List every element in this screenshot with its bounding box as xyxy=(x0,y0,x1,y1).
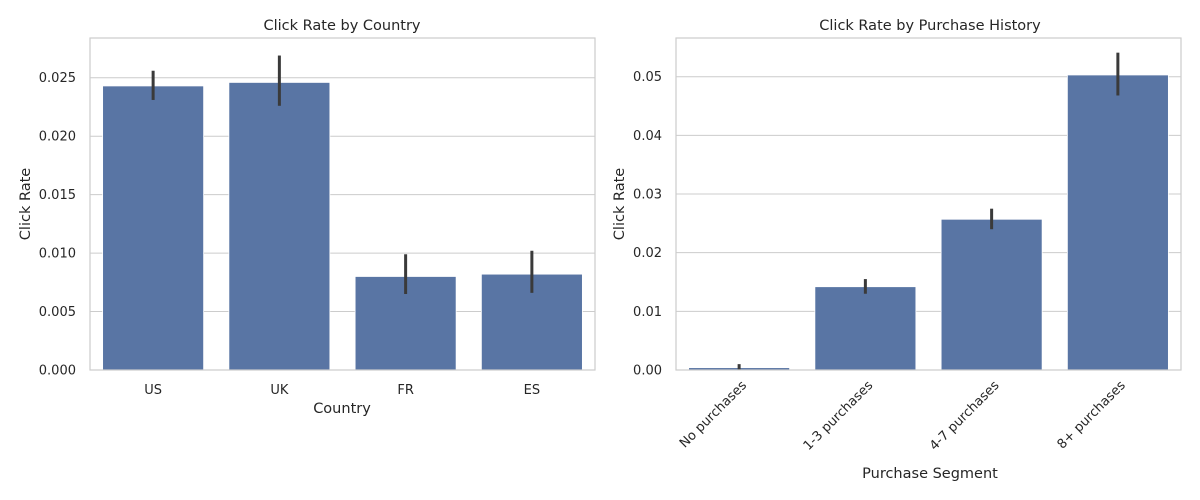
y-axis-label: Click Rate xyxy=(18,168,34,240)
bar xyxy=(814,286,917,371)
bar xyxy=(1066,74,1169,371)
x-tick-label: ES xyxy=(524,383,540,398)
y-tick-label: 0.005 xyxy=(39,305,76,320)
y-tick-label: 0.000 xyxy=(39,364,76,379)
tick-labels: 0.00 0.01 0.02 0.03 0.04 0.05 No purchases 1-3 … xyxy=(633,70,1129,454)
y-tick-label: 0.015 xyxy=(39,188,76,203)
bars xyxy=(102,55,583,371)
country-chart: 0.000 0.005 0.010 0.015 0.020 0.025 US UK FR ES C… xyxy=(18,18,596,417)
axes-frame xyxy=(675,37,1182,371)
x-tick-label: 1-3 purchases xyxy=(801,378,877,454)
x-tick-label: FR xyxy=(397,383,414,398)
y-tick-label: 0.05 xyxy=(633,70,662,85)
y-tick-label: 0.03 xyxy=(633,188,662,203)
y-tick-label: 0.010 xyxy=(39,247,76,262)
x-axis-label: Country xyxy=(313,401,371,417)
axes-frame xyxy=(89,37,596,371)
x-axis-label: Purchase Segment xyxy=(862,466,998,482)
y-tick-label: 0.025 xyxy=(39,71,76,86)
chart-title: Click Rate by Purchase History xyxy=(819,18,1041,34)
y-tick-label: 0.00 xyxy=(633,364,662,379)
y-tick-label: 0.020 xyxy=(39,130,76,145)
y-tick-label: 0.04 xyxy=(633,129,662,144)
bars xyxy=(688,52,1169,371)
y-tick-label: 0.01 xyxy=(633,305,662,320)
purchase-history-chart: 0.00 0.01 0.02 0.03 0.04 0.05 No purchases 1-3 … xyxy=(612,18,1182,482)
bar xyxy=(940,218,1043,371)
x-tick-label: No purchases xyxy=(677,378,750,451)
chart-title: Click Rate by Country xyxy=(263,18,420,34)
y-axis-label: Click Rate xyxy=(612,168,628,240)
x-tick-label: 8+ purchases xyxy=(1055,378,1129,452)
tick-labels: 0.000 0.005 0.010 0.015 0.020 0.025 US UK FR ES xyxy=(39,71,540,398)
bar xyxy=(228,82,331,371)
bar xyxy=(102,85,205,371)
y-tick-label: 0.02 xyxy=(633,246,662,261)
x-tick-label: UK xyxy=(270,383,289,398)
x-tick-label: 4-7 purchases xyxy=(927,378,1003,454)
x-tick-label: US xyxy=(144,383,162,398)
